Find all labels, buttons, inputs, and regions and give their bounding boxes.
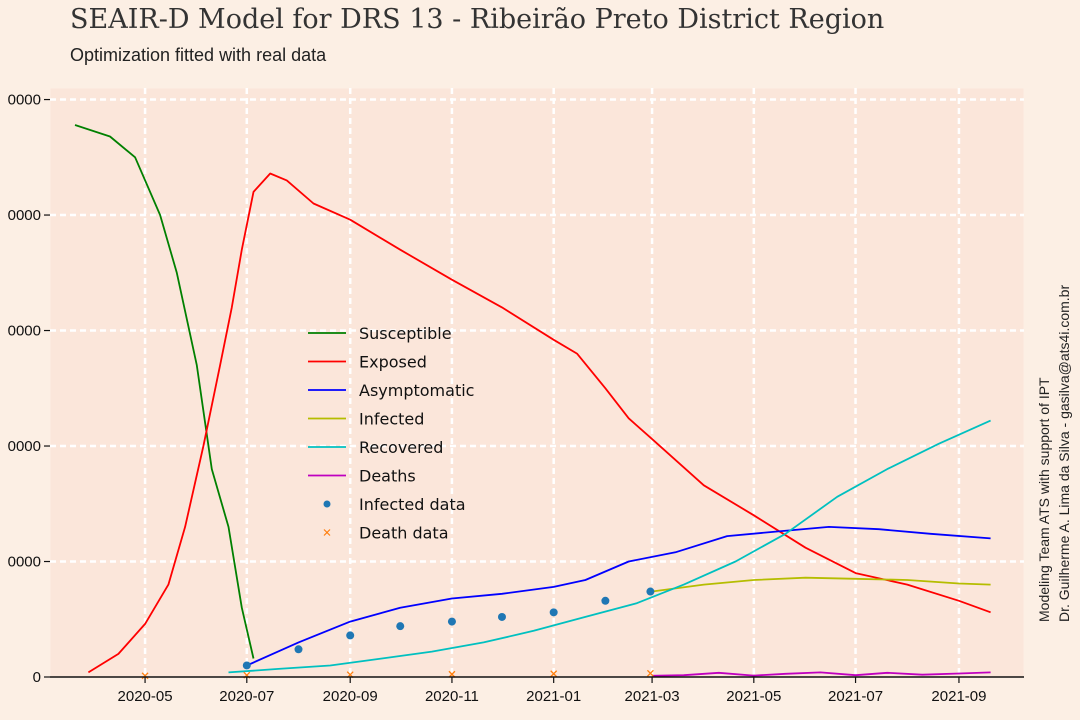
series-recovered-line: [228, 419, 991, 674]
legend-swatch-death-data-b: [323, 529, 331, 536]
grid: [50, 88, 1024, 677]
series-deaths-line: [652, 671, 991, 677]
series-exposed-line: [87, 172, 991, 674]
y-tick-label-2: 0000: [8, 438, 41, 455]
series-asymptomatic-line: [246, 526, 991, 667]
point-infected-data-6: [549, 608, 558, 617]
chart-subtitle: Optimization fitted with real data: [70, 45, 327, 65]
point-death-data-5-stroke-b: [646, 669, 654, 677]
point-death-data-0-stroke-b: [141, 672, 149, 680]
point-infected-data-2: [346, 631, 355, 640]
x-tick-label-0: 2020-05: [118, 688, 173, 705]
point-infected-data-4: [447, 617, 456, 626]
y-tick-label-0: 0: [33, 669, 41, 686]
point-infected-data-3: [396, 622, 405, 631]
point-infected-data-8: [646, 587, 655, 596]
x-tick-label-4: 2021-01: [526, 688, 581, 705]
x-tick-label-3: 2020-11: [425, 688, 479, 705]
point-infected-data-1: [294, 645, 303, 654]
chart-title: SEAIR-D Model for DRS 13 - Ribeirão Pret…: [70, 4, 885, 35]
scatter-layer: [141, 587, 655, 680]
legend-swatch-infected-data: [323, 500, 331, 508]
x-tick-label-6: 2021-05: [726, 688, 781, 705]
point-infected-data-0: [242, 661, 251, 670]
point-death-data-3: [448, 670, 456, 678]
x-tick-label-8: 2021-09: [931, 688, 986, 705]
legend-label-susceptible: Susceptible: [359, 324, 452, 343]
y-tick-label-4: 0000: [8, 207, 41, 224]
credit-line-2: Dr. Guilherme A. Lima da Silva - gasilva…: [1056, 284, 1072, 622]
x-tick-label-5: 2021-03: [625, 688, 680, 705]
series-susceptible-line: [74, 124, 255, 659]
x-tick-label-2: 2020-09: [323, 688, 378, 705]
legend-label-recovered: Recovered: [359, 438, 443, 457]
y-tick-label-3: 0000: [8, 323, 41, 340]
x-ticks: 2020-05 2020-07 2020-09 2020-11 2021-01 2021-…: [118, 677, 986, 705]
legend-swatch-death-data: [323, 529, 331, 536]
series-infected-line: [651, 576, 991, 593]
x-tick-label-7: 2021-07: [828, 688, 883, 705]
legend-label-infected-data: Infected data: [359, 495, 466, 514]
y-tick-label-1: 0000: [8, 554, 41, 571]
point-death-data-4-stroke-b: [550, 670, 558, 678]
legend-label-deaths: Deaths: [359, 467, 416, 486]
legend: Susceptible Exposed Asymptomatic Infected Re…: [308, 324, 474, 543]
legend-label-death-data: Death data: [359, 524, 449, 543]
point-death-data-0: [141, 672, 149, 680]
point-death-data-4: [550, 670, 558, 678]
point-death-data-5: [646, 669, 654, 677]
point-infected-data-5: [497, 612, 506, 621]
legend-label-asymptomatic: Asymptomatic: [359, 381, 474, 400]
point-death-data-3-stroke-b: [448, 670, 456, 678]
legend-label-infected: Infected: [359, 410, 424, 429]
x-tick-label-1: 2020-07: [219, 688, 274, 705]
legend-label-exposed: Exposed: [359, 353, 427, 372]
point-infected-data-7: [601, 596, 610, 605]
series-layer: [74, 124, 991, 677]
credit-line-1: Modeling Team ATS with support of IPT: [1036, 377, 1052, 622]
y-tick-label-5: 0000: [8, 92, 41, 109]
